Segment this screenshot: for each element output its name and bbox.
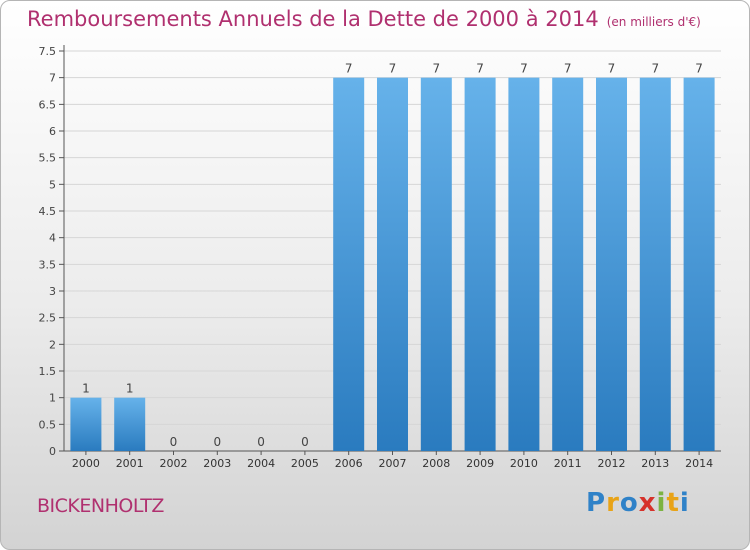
bar (464, 77, 496, 452)
bars (70, 77, 715, 452)
bar (596, 77, 627, 452)
y-tick-label: 0.5 (39, 418, 57, 431)
y-tick-label: 6.5 (39, 98, 57, 111)
y-tick-label: 6 (49, 125, 56, 138)
y-tick-label: 4 (49, 232, 56, 245)
y-tick-label: 7.5 (39, 45, 57, 58)
bar (70, 397, 102, 451)
commune-name: BICKENHOLTZ (37, 495, 164, 517)
y-tick-label: 2.5 (39, 312, 57, 325)
proxiti-logo: Proxiti (586, 488, 690, 518)
bar (333, 77, 365, 452)
labels: 0 0.5 1 1.5 2 2.5 3 3.5 4 4.5 5 5.5 6 6.5 7 7.5 2000 1 200… (39, 45, 714, 470)
y-tick-label: 7 (49, 72, 56, 85)
x-tick-label: 2008 (422, 457, 450, 470)
x-tick-label: 2014 (685, 457, 713, 470)
chart-unit-note: (en milliers d'€) (606, 15, 701, 29)
bar (683, 77, 715, 452)
y-tick-label: 5.5 (39, 152, 57, 165)
data-label: 7 (476, 62, 484, 76)
data-label: 7 (345, 62, 353, 76)
x-tick-label: 2004 (247, 457, 275, 470)
data-label: 7 (564, 62, 572, 76)
y-tick-label: 5 (49, 178, 56, 191)
x-tick-label: 2007 (379, 457, 407, 470)
bar (639, 77, 671, 452)
data-label: 0 (213, 435, 221, 449)
x-tick-label: 2005 (291, 457, 319, 470)
x-tick-label: 2002 (160, 457, 188, 470)
data-label: 7 (608, 62, 616, 76)
bar (420, 77, 452, 452)
data-label: 0 (301, 435, 309, 449)
x-tick-label: 2013 (641, 457, 669, 470)
data-label: 0 (170, 435, 178, 449)
data-label: 7 (520, 62, 528, 76)
chart-title: Remboursements Annuels de la Dette de 20… (27, 7, 599, 31)
data-label: 7 (432, 62, 440, 76)
x-tick-label: 2000 (72, 457, 100, 470)
y-tick-label: 1.5 (39, 365, 57, 378)
x-tick-label: 2010 (510, 457, 538, 470)
x-tick-label: 2006 (335, 457, 363, 470)
bar (508, 77, 540, 452)
x-tick-label: 2012 (598, 457, 626, 470)
bar (552, 77, 584, 452)
y-tick-label: 2 (49, 338, 56, 351)
data-label: 1 (82, 382, 90, 396)
data-label: 7 (695, 62, 703, 76)
x-tick-label: 2009 (466, 457, 494, 470)
x-tick-label: 2003 (203, 457, 231, 470)
x-tick-label: 2001 (116, 457, 144, 470)
chart-title-line: Remboursements Annuels de la Dette de 20… (27, 7, 701, 31)
bar (377, 77, 408, 452)
y-tick-label: 3 (49, 285, 56, 298)
data-label: 0 (257, 435, 265, 449)
data-label: 1 (126, 382, 134, 396)
data-label: 7 (651, 62, 659, 76)
x-tick-label: 2011 (554, 457, 582, 470)
y-tick-label: 4.5 (39, 205, 57, 218)
data-label: 7 (389, 62, 397, 76)
bar (114, 397, 146, 451)
y-tick-label: 0 (49, 445, 56, 458)
y-tick-label: 1 (49, 392, 56, 405)
y-tick-label: 3.5 (39, 258, 57, 271)
